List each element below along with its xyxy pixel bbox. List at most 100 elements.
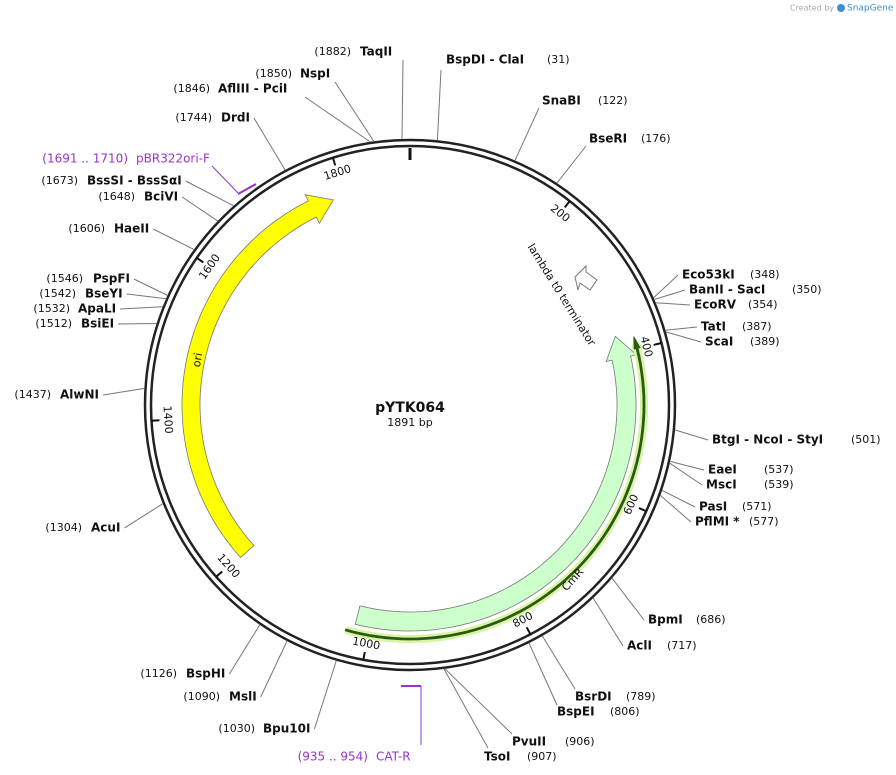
ring-tick xyxy=(525,626,532,635)
site-position: (686) xyxy=(696,613,726,626)
site-position: (1090) xyxy=(183,690,220,703)
site-position: (1606) xyxy=(68,222,105,235)
site-connector xyxy=(313,660,337,730)
site-name: HaeII xyxy=(114,222,149,236)
site-connector xyxy=(126,293,167,300)
site-name: BseRI xyxy=(589,132,627,146)
ring-tick-label: 400 xyxy=(638,335,656,358)
site-position: (1304) xyxy=(45,521,82,534)
site-name: BsiEI xyxy=(81,317,114,331)
site-connector xyxy=(556,145,587,184)
site-name: TatI xyxy=(701,320,726,334)
site-connector xyxy=(443,668,489,749)
site-position: (176) xyxy=(641,132,671,145)
primer-range: (1691 .. 1710) xyxy=(42,152,128,166)
terminator-arrow xyxy=(574,264,598,291)
backbone-outer xyxy=(143,138,677,672)
backbone-inner xyxy=(149,144,671,666)
site-position: (350) xyxy=(792,283,822,296)
site-position: (1744) xyxy=(175,111,212,124)
site-name: AclI xyxy=(627,639,652,653)
site-name: BspEI xyxy=(557,705,595,719)
ring-tick xyxy=(196,257,204,264)
site-name: BssSI - BssSαI xyxy=(87,174,182,188)
site-position: (387) xyxy=(742,320,772,333)
site-position: (354) xyxy=(748,298,778,311)
site-name: MscI xyxy=(706,478,737,492)
plasmid-name: pYTK064 xyxy=(375,400,445,416)
feature-label: ori xyxy=(190,352,205,368)
site-name: BpmI xyxy=(648,613,683,627)
cmr-gene xyxy=(344,336,646,641)
site-name: MslI xyxy=(229,690,257,704)
site-position: (1846) xyxy=(173,82,210,95)
site-connector xyxy=(444,668,513,735)
site-connector xyxy=(669,460,705,471)
ring-tick xyxy=(638,507,647,513)
site-connector xyxy=(653,274,679,299)
ring-tick-label: 1000 xyxy=(351,635,381,653)
site-name: BspHI xyxy=(186,667,225,681)
site-connector xyxy=(661,489,696,508)
ring-tick xyxy=(215,570,223,578)
site-connector xyxy=(669,462,703,486)
site-position: (1512) xyxy=(35,317,72,330)
site-position: (1030) xyxy=(218,722,255,735)
site-position: (906) xyxy=(565,735,595,748)
site-connector xyxy=(541,635,576,690)
site-connector xyxy=(181,196,219,222)
site-connector xyxy=(260,640,288,698)
ring-tick-label: 1600 xyxy=(196,252,223,282)
site-connector xyxy=(133,278,168,296)
site-connector xyxy=(334,81,375,142)
primer-range: (935 .. 954) xyxy=(298,750,368,764)
site-name: BanII - SacI xyxy=(689,283,765,297)
site-name: SnaBI xyxy=(542,94,581,108)
site-position: (1673) xyxy=(41,174,78,187)
site-position: (789) xyxy=(626,690,656,703)
site-position: (1126) xyxy=(140,667,177,680)
site-name: TsoI xyxy=(484,750,510,764)
site-connector xyxy=(528,642,558,706)
site-position: (1648) xyxy=(98,190,135,203)
site-connector xyxy=(659,494,692,523)
site-connector xyxy=(228,624,261,675)
site-name: AlwNI xyxy=(60,388,99,402)
site-name: NspI xyxy=(300,67,330,81)
cmr-arrow xyxy=(354,335,638,632)
primer-mark xyxy=(237,183,257,195)
site-name: EcoRV xyxy=(694,298,737,312)
site-connector xyxy=(436,69,442,141)
site-connector xyxy=(654,289,686,300)
site-connector xyxy=(253,117,286,171)
site-name: BciVI xyxy=(144,190,178,204)
site-name: DrdI xyxy=(221,111,250,125)
site-position: (537) xyxy=(764,463,794,476)
site-name: BsrDI xyxy=(575,690,612,704)
primer-connector xyxy=(211,165,239,194)
site-connector xyxy=(118,323,157,325)
site-position: (348) xyxy=(750,268,780,281)
site-name: PvuII xyxy=(512,735,546,749)
site-position: (577) xyxy=(749,515,779,528)
site-position: (539) xyxy=(764,478,794,491)
site-position: (907) xyxy=(527,750,557,763)
site-name: PspFI xyxy=(93,272,130,286)
ring-tick-label: 1400 xyxy=(161,405,176,434)
site-connector xyxy=(674,429,709,441)
site-position: (806) xyxy=(610,705,640,718)
site-name: EaeI xyxy=(708,463,737,477)
credit-prefix: Created by xyxy=(790,4,834,13)
site-position: (717) xyxy=(667,639,697,652)
site-connector xyxy=(124,503,164,529)
site-connector xyxy=(401,59,404,140)
site-name: TaqII xyxy=(360,45,392,59)
site-name: BspDI - ClaI xyxy=(446,53,524,67)
site-connector xyxy=(304,96,371,143)
site-connector xyxy=(592,597,624,647)
site-position: (1882) xyxy=(314,45,351,58)
site-position: (1546) xyxy=(46,272,83,285)
site-position: (1542) xyxy=(39,287,76,300)
site-position: (1532) xyxy=(33,302,70,315)
